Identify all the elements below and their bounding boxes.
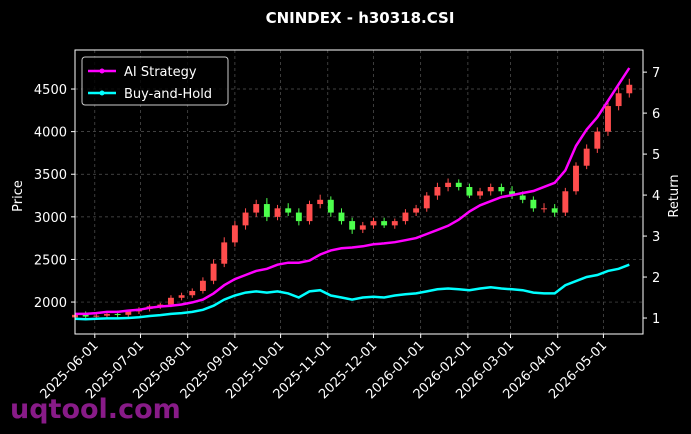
candle-body xyxy=(477,191,484,196)
candle-body xyxy=(349,221,356,230)
candle-body xyxy=(466,187,473,196)
candle-body xyxy=(199,280,206,291)
chart-title: CNINDEX - h30318.CSI xyxy=(266,9,455,27)
candle-body xyxy=(242,212,249,226)
candle-body xyxy=(221,242,228,264)
candle-body xyxy=(498,187,505,192)
candle-body xyxy=(573,165,579,192)
candle-body xyxy=(114,313,121,315)
candle-body xyxy=(295,212,302,222)
candle-body xyxy=(210,263,217,281)
candle-body xyxy=(370,221,377,226)
candle-body xyxy=(626,84,633,94)
legend-marker xyxy=(99,68,105,74)
candle-body xyxy=(231,225,238,243)
candle-body xyxy=(82,314,89,317)
y-tick-label: 4500 xyxy=(34,83,67,98)
candle-body xyxy=(104,313,110,316)
candle-body xyxy=(445,182,452,188)
candle-body xyxy=(317,199,324,205)
y2-tick-label: 5 xyxy=(652,148,660,163)
y-axis-label: Price xyxy=(11,180,26,212)
candle-body xyxy=(413,208,420,213)
y2-tick-label: 2 xyxy=(652,271,660,286)
plot-frame xyxy=(74,49,644,335)
candle-body xyxy=(402,212,409,222)
candle-body xyxy=(274,208,281,217)
y2-tick-label: 7 xyxy=(652,66,660,81)
candle-body xyxy=(509,191,515,196)
y-tick-label: 4000 xyxy=(34,126,67,141)
candle-body xyxy=(178,295,185,298)
candle-body xyxy=(455,182,462,188)
candle-body xyxy=(359,225,366,230)
candle-body xyxy=(285,208,292,213)
y-tick-label: 3500 xyxy=(34,168,67,183)
candle-body xyxy=(93,315,100,317)
watermark: uqtool.com xyxy=(10,394,181,425)
y-tick-label: 2000 xyxy=(34,296,67,311)
candle-body xyxy=(167,297,174,305)
candle-body xyxy=(594,131,601,149)
candle-body xyxy=(423,195,430,209)
y2-tick-label: 1 xyxy=(652,312,660,327)
candle-body xyxy=(263,204,270,217)
candle-body xyxy=(541,208,547,210)
y2-tick-label: 6 xyxy=(652,107,660,122)
candle-body xyxy=(530,199,537,209)
y2-tick-label: 4 xyxy=(652,189,660,204)
y2-tick-label: 3 xyxy=(652,230,660,245)
legend-label: AI Strategy xyxy=(124,65,197,80)
y2-axis-label: Return xyxy=(667,174,682,217)
candle-body xyxy=(306,204,313,222)
candle-body xyxy=(125,311,132,315)
candle-body xyxy=(391,221,398,226)
legend-label: Buy-and-Hold xyxy=(124,87,212,102)
line-series xyxy=(75,67,631,316)
candle-body xyxy=(338,212,345,222)
legend-marker xyxy=(99,90,105,96)
candle-body xyxy=(615,93,622,107)
candle-body xyxy=(551,208,558,213)
candle-body xyxy=(487,187,494,192)
candle-body xyxy=(562,191,569,213)
candle-body xyxy=(434,187,441,196)
candle-body xyxy=(583,148,590,166)
candle-body xyxy=(381,221,388,226)
candle-body xyxy=(605,106,611,132)
y-tick-label: 3000 xyxy=(34,211,67,226)
candle-body xyxy=(189,290,196,296)
candle-body xyxy=(327,199,334,213)
legend-box xyxy=(81,56,229,106)
line-series xyxy=(74,263,630,321)
candle-body xyxy=(253,204,260,213)
candle-body xyxy=(519,195,526,200)
y-tick-label: 2500 xyxy=(34,253,67,268)
